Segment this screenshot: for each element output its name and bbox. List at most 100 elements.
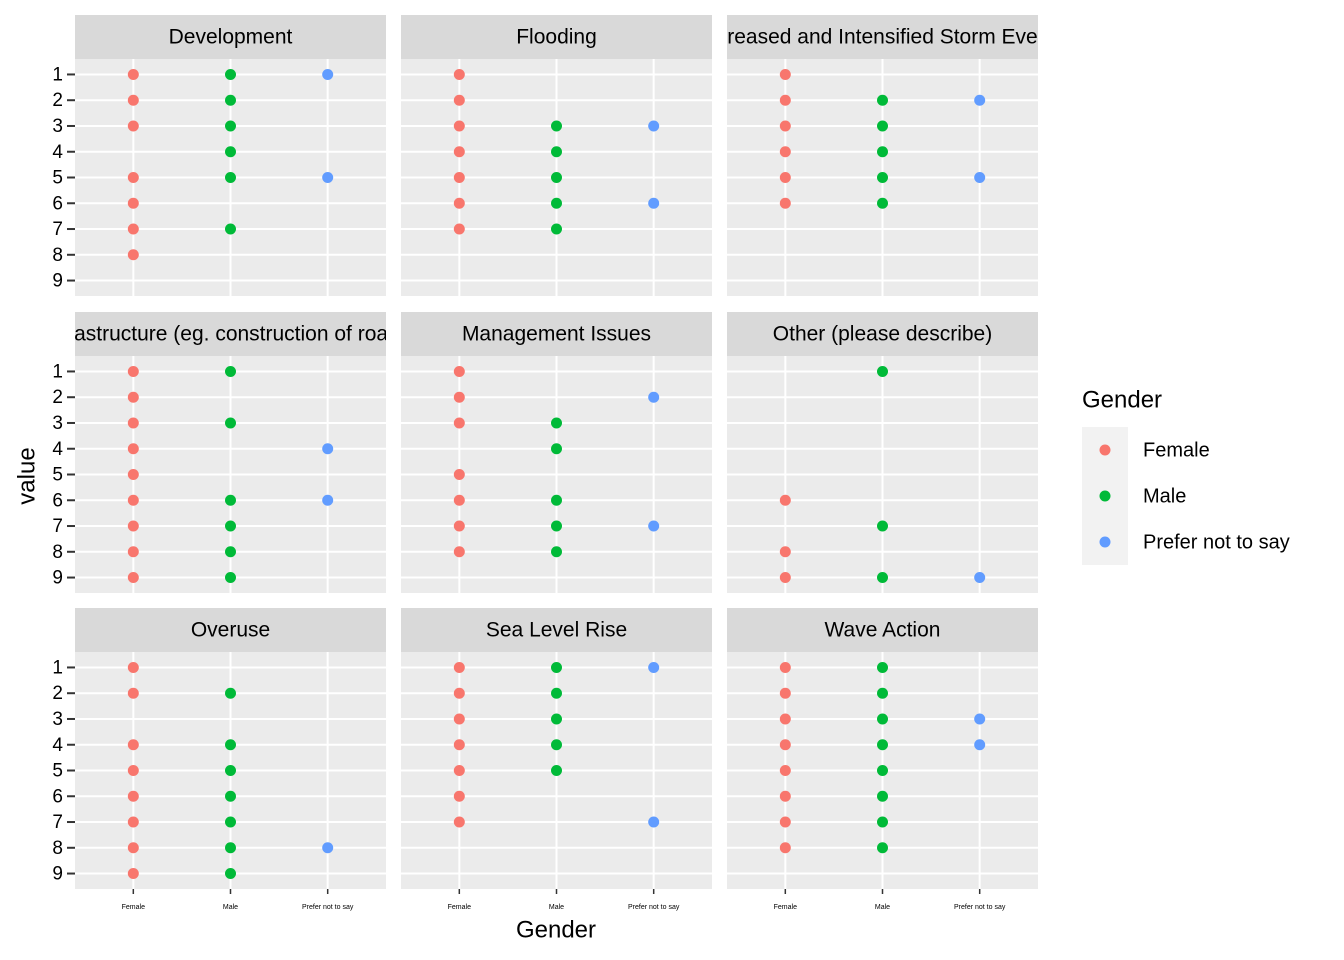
point	[551, 197, 562, 209]
y-tick-label: 8	[52, 245, 63, 266]
y-tick-label: 4	[52, 439, 63, 460]
point	[453, 816, 465, 828]
point	[127, 120, 139, 132]
point	[779, 713, 791, 725]
x-tick-label: Male	[549, 904, 564, 911]
point	[127, 223, 139, 235]
point	[127, 520, 139, 532]
point	[779, 572, 791, 584]
y-tick-label: 8	[52, 542, 63, 563]
point	[453, 713, 465, 725]
y-tick-label: 6	[52, 786, 63, 807]
x-tick-label: Male	[223, 904, 238, 911]
x-tick-label: Female	[774, 904, 797, 911]
legend-marker	[1099, 536, 1111, 548]
y-tick-label: 2	[52, 90, 63, 111]
x-tick-label: Prefer not to say	[954, 904, 1006, 911]
y-tick-label: 5	[52, 465, 63, 486]
point	[322, 443, 334, 455]
point	[453, 172, 465, 183]
point	[453, 391, 465, 403]
point	[551, 520, 562, 532]
y-tick-label: 2	[52, 683, 63, 704]
point	[127, 365, 139, 377]
point	[779, 94, 791, 106]
y-tick-label: 1	[52, 361, 63, 382]
panel: Other (please describe)	[727, 312, 1038, 593]
point	[225, 687, 236, 699]
panel-title: Development	[169, 26, 293, 49]
x-tick-label: Prefer not to say	[628, 904, 680, 911]
point	[877, 713, 888, 725]
legend-marker	[1099, 444, 1111, 456]
point	[877, 661, 888, 673]
point	[453, 765, 465, 776]
point	[453, 417, 465, 429]
point	[453, 68, 465, 80]
point	[225, 572, 236, 584]
point	[127, 391, 139, 403]
point	[127, 469, 139, 480]
point	[551, 443, 562, 455]
y-tick-label: 1	[52, 64, 63, 85]
point	[551, 765, 562, 776]
point	[779, 546, 791, 558]
legend-title: Gender	[1082, 386, 1162, 413]
point	[877, 172, 888, 183]
y-tick-label: 4	[52, 142, 63, 163]
point	[225, 223, 236, 235]
panel: Development 1 2 3 4 5 6 7 8 9	[52, 15, 386, 296]
point	[225, 94, 236, 106]
y-axis-title: value	[13, 447, 40, 504]
point	[551, 661, 562, 673]
point	[877, 572, 888, 584]
point	[551, 172, 562, 183]
point	[648, 120, 660, 132]
point	[551, 739, 562, 751]
strip	[75, 608, 386, 652]
y-tick-label: 5	[52, 168, 63, 189]
point	[551, 146, 562, 158]
x-axis-title: Gender	[516, 916, 596, 943]
point	[551, 120, 562, 132]
panel-title: Flooding	[516, 26, 597, 49]
point	[225, 765, 236, 776]
point	[551, 417, 562, 429]
point	[127, 68, 139, 80]
panel-title: Sea Level Rise	[486, 619, 627, 642]
point	[225, 790, 236, 802]
point	[453, 365, 465, 377]
panel: Sea Level Rise Female Male Prefer not to sa…	[401, 608, 712, 911]
point	[322, 842, 334, 854]
y-tick-label: 1	[52, 657, 63, 678]
strip	[401, 608, 712, 652]
strip	[727, 608, 1038, 652]
legend-marker	[1099, 490, 1111, 502]
point	[127, 197, 139, 209]
point	[648, 816, 660, 828]
point	[779, 765, 791, 776]
x-tick-label: Female	[122, 904, 145, 911]
point	[225, 68, 236, 80]
point	[974, 739, 986, 751]
y-tick-label: 9	[52, 271, 63, 292]
point	[779, 494, 791, 506]
point	[225, 520, 236, 532]
strip	[75, 312, 386, 356]
point	[453, 469, 465, 480]
point	[127, 739, 139, 751]
y-tick-label: 3	[52, 709, 63, 730]
point	[779, 661, 791, 673]
point	[127, 417, 139, 429]
point	[127, 661, 139, 673]
point	[779, 146, 791, 158]
point	[127, 816, 139, 828]
point	[225, 146, 236, 158]
strip	[401, 312, 712, 356]
legend-label: Prefer not to say	[1143, 531, 1290, 553]
point	[322, 172, 334, 183]
point	[779, 172, 791, 183]
y-tick-label: 2	[52, 387, 63, 408]
point	[453, 197, 465, 209]
point	[225, 842, 236, 854]
